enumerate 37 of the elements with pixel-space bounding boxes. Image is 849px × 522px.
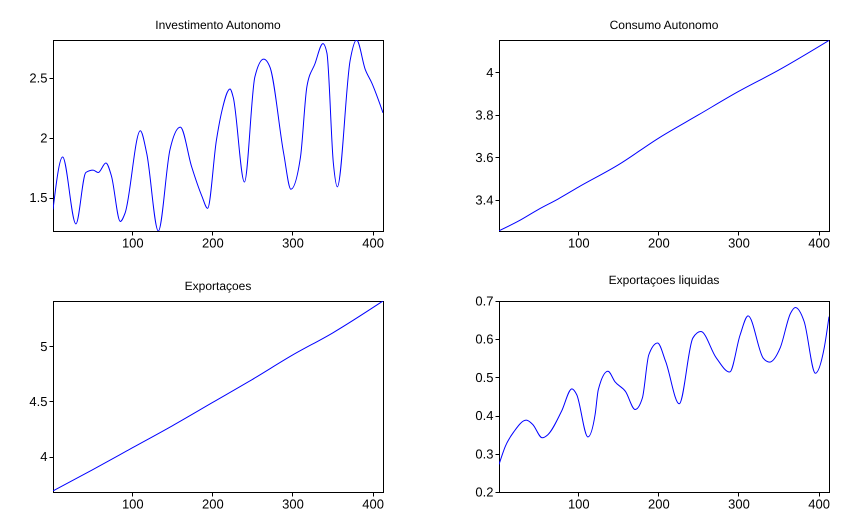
y-tick-label: 1.5 xyxy=(29,190,48,206)
x-tick-label: 400 xyxy=(808,496,830,512)
x-tick-label: 200 xyxy=(648,496,670,512)
x-tick-label: 100 xyxy=(568,496,590,512)
y-tick-label: 4.5 xyxy=(29,394,48,409)
chart-title: Exportaçoes liquidas xyxy=(608,273,720,287)
y-tick-label: 4 xyxy=(40,449,48,464)
x-tick-label: 100 xyxy=(122,496,144,512)
line-series xyxy=(499,306,829,465)
x-tick-label: 300 xyxy=(728,236,750,250)
y-tick-label: 3.8 xyxy=(475,107,494,122)
x-tick-label: 100 xyxy=(122,236,144,250)
y-tick-label: 0.6 xyxy=(475,332,494,347)
x-tick-label: 300 xyxy=(282,236,304,250)
x-tick-label: 200 xyxy=(648,236,670,250)
x-tick-label: 400 xyxy=(808,236,830,250)
y-tick-label: 0.5 xyxy=(475,370,494,385)
chart-title: Exportaçoes xyxy=(184,279,252,293)
x-tick-label: 100 xyxy=(568,236,590,250)
y-tick-label: 3.6 xyxy=(475,150,494,165)
x-tick-label: 200 xyxy=(202,496,224,512)
y-tick-label: 0.7 xyxy=(475,294,494,308)
y-tick-label: 2 xyxy=(40,130,48,146)
y-tick-label: 4 xyxy=(486,64,494,80)
y-tick-label: 0.2 xyxy=(475,484,494,500)
x-tick-label: 400 xyxy=(362,496,384,512)
x-tick-label: 300 xyxy=(728,496,750,512)
x-tick-label: 300 xyxy=(282,496,304,512)
chart-title: Consumo Autonomo xyxy=(610,18,719,32)
y-tick-label: 5 xyxy=(40,338,48,354)
chart-title: Investimento Autonomo xyxy=(155,18,282,32)
x-tick-label: 200 xyxy=(202,236,224,250)
y-tick-label: 2.5 xyxy=(29,70,48,86)
y-tick-label: 0.3 xyxy=(475,446,494,462)
y-tick-label: 3.4 xyxy=(475,192,494,208)
x-tick-label: 400 xyxy=(362,236,384,250)
y-tick-label: 0.4 xyxy=(475,408,494,424)
